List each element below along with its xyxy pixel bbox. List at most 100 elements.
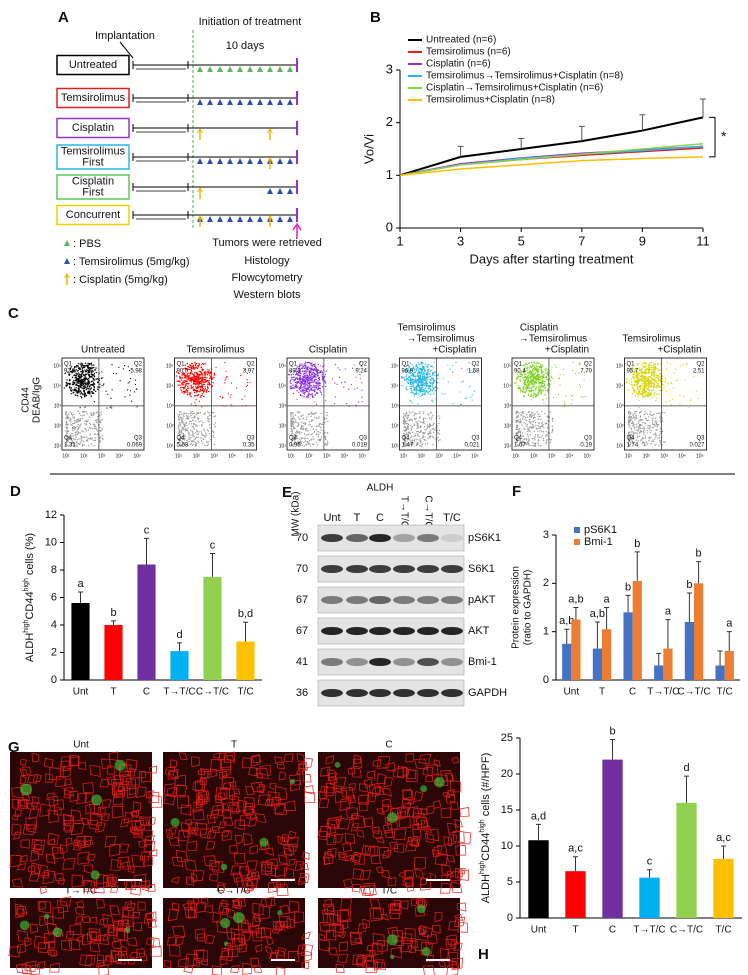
event-dot <box>628 383 631 385</box>
event-dot <box>424 390 426 392</box>
event-dot <box>100 413 103 416</box>
y-tick-label: 8 <box>51 564 57 576</box>
event-dot <box>293 439 295 441</box>
event-dot <box>420 421 422 423</box>
event-dot <box>208 420 210 423</box>
event-dot <box>416 372 419 375</box>
event-dot <box>302 376 304 378</box>
event-dot <box>537 435 539 438</box>
event-dot <box>206 444 209 447</box>
event-dot <box>295 419 297 421</box>
event-dot <box>94 425 96 428</box>
event-dot <box>69 438 71 441</box>
event-dot <box>72 381 74 383</box>
event-dot <box>419 391 421 393</box>
event-dot <box>303 371 305 373</box>
event-dot <box>198 375 201 377</box>
event-dot <box>77 389 80 391</box>
event-dot <box>101 429 103 431</box>
event-dot <box>306 440 309 443</box>
event-dot <box>184 437 186 440</box>
event-dot <box>650 443 652 445</box>
event-dot <box>423 379 425 382</box>
quadrant-value: 0.19 <box>580 443 592 449</box>
event-dot <box>88 437 90 440</box>
quadrant-value: 89.8 <box>289 369 301 375</box>
event-dot <box>94 428 96 430</box>
event-dot <box>403 429 405 432</box>
event-dot <box>240 374 242 377</box>
event-dot <box>401 377 403 379</box>
event-dot <box>630 415 633 418</box>
mw-value: 70 <box>296 563 308 575</box>
error-bar <box>177 642 182 652</box>
event-dot <box>633 426 636 429</box>
event-dot <box>641 436 644 439</box>
event-dot <box>82 378 85 381</box>
event-dot <box>71 426 74 429</box>
legend-label: : Temsirolimus (5mg/kg) <box>73 256 190 268</box>
event-dot <box>542 386 545 388</box>
event-dot <box>412 411 414 413</box>
y-axis-label-part: high <box>23 578 30 591</box>
treatment-marker <box>267 188 273 194</box>
event-dot <box>422 373 424 376</box>
event-dot <box>68 419 71 422</box>
micrograph <box>8 896 162 975</box>
event-dot <box>183 435 185 438</box>
event-dot <box>321 375 323 377</box>
significance-label: a <box>726 618 733 630</box>
event-dot <box>647 368 649 370</box>
event-dot <box>225 370 227 372</box>
event-dot <box>546 439 548 441</box>
event-dot <box>310 415 313 418</box>
event-dot <box>186 391 188 393</box>
event-dot <box>207 368 209 371</box>
event-dot <box>89 423 92 426</box>
event-dot <box>322 365 324 368</box>
event-dot <box>419 387 422 390</box>
event-dot <box>645 441 648 443</box>
event-dot <box>87 390 89 393</box>
event-dot <box>302 390 305 392</box>
event-dot <box>414 379 416 381</box>
event-dot <box>299 442 302 444</box>
treatment-marker <box>277 188 283 194</box>
annotation: * <box>721 128 727 144</box>
y-axis-label-part: CD44 <box>480 833 492 861</box>
event-dot <box>683 396 685 398</box>
event-dot <box>196 382 198 385</box>
event-dot <box>314 416 316 419</box>
event-dot <box>431 377 434 379</box>
x-tick-label: Unt <box>73 687 89 698</box>
x-tick-label: 10⁴ <box>341 453 349 459</box>
x-tick-label: 10⁴ <box>678 453 686 459</box>
event-dot <box>410 418 413 420</box>
event-dot <box>534 387 537 390</box>
event-dot <box>85 394 88 397</box>
event-dot <box>81 439 83 441</box>
event-dot <box>632 423 635 425</box>
event-dot <box>183 439 186 441</box>
quadrant-name: Q4 <box>64 436 73 442</box>
event-dot <box>181 391 183 393</box>
event-dot <box>87 445 90 447</box>
event-dot <box>296 370 299 373</box>
event-dot <box>640 369 643 372</box>
event-dot <box>99 383 101 385</box>
event-dot <box>82 390 85 392</box>
event-dot <box>90 413 92 416</box>
bar <box>724 651 734 680</box>
event-dot <box>178 439 181 442</box>
event-dot <box>76 442 78 444</box>
event-dot <box>421 365 424 367</box>
event-dot <box>532 425 535 427</box>
event-dot <box>84 376 87 378</box>
event-dot <box>292 424 295 426</box>
event-dot <box>315 368 318 371</box>
event-dot <box>307 413 310 416</box>
event-dot <box>198 431 200 433</box>
event-dot <box>537 413 540 415</box>
event-dot <box>542 389 544 391</box>
x-tick-label: T→T/C <box>633 925 665 936</box>
